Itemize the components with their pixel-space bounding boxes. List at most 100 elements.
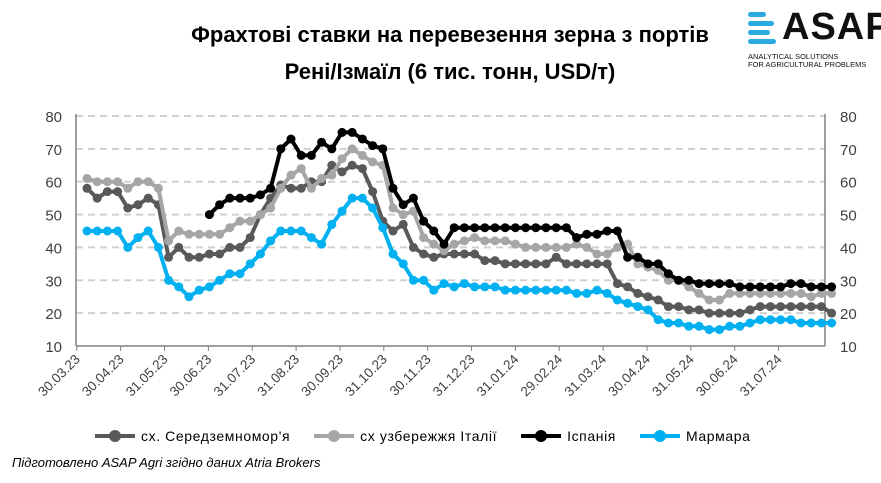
- data-point: [531, 259, 541, 269]
- data-point: [725, 308, 735, 318]
- data-point: [82, 173, 92, 183]
- data-point: [102, 187, 112, 197]
- data-point: [470, 249, 480, 259]
- data-point: [674, 318, 684, 328]
- data-point: [551, 285, 561, 295]
- data-point: [572, 233, 582, 243]
- data-point: [429, 239, 439, 249]
- data-point: [245, 233, 255, 243]
- legend-label: сх. Середземномор'я: [141, 428, 291, 444]
- data-point: [419, 275, 429, 285]
- data-point: [776, 288, 786, 298]
- data-point: [133, 233, 143, 243]
- data-point: [102, 226, 112, 236]
- data-point: [806, 302, 816, 312]
- data-point: [215, 200, 225, 210]
- data-point: [806, 318, 816, 328]
- data-point: [592, 259, 602, 269]
- logo-sub2: FOR AGRICULTURAL PROBLEMS: [748, 60, 867, 69]
- legend-label: Іспанія: [567, 428, 616, 444]
- data-point: [592, 229, 602, 239]
- data-point: [459, 279, 469, 289]
- data-point: [531, 242, 541, 252]
- data-point: [725, 288, 735, 298]
- data-point: [153, 183, 163, 193]
- data-point: [694, 279, 704, 289]
- data-point: [194, 285, 204, 295]
- data-point: [357, 164, 367, 174]
- source-note: Підготовлено ASAP Agri згідно даних Atri…: [12, 455, 321, 470]
- data-point: [255, 249, 265, 259]
- data-point: [123, 183, 133, 193]
- data-point: [204, 282, 214, 292]
- data-point: [745, 288, 755, 298]
- data-point: [602, 249, 612, 259]
- data-point: [439, 279, 449, 289]
- data-point: [714, 295, 724, 305]
- data-point: [623, 252, 633, 262]
- data-point: [714, 325, 724, 335]
- data-point: [286, 226, 296, 236]
- data-point: [398, 200, 408, 210]
- y-tick-label-left: 70: [45, 142, 62, 159]
- data-point: [286, 183, 296, 193]
- y-tick-label-right: 70: [840, 142, 857, 159]
- data-point: [266, 183, 276, 193]
- data-point: [184, 252, 194, 262]
- data-point: [623, 282, 633, 292]
- data-point: [694, 305, 704, 315]
- data-point: [449, 282, 459, 292]
- legend-item: сх. Середземномор'я: [95, 428, 290, 444]
- data-point: [82, 183, 92, 193]
- x-tick-label: 31.12.23: [430, 352, 478, 400]
- chart-title-line1: Фрахтові ставки на перевезення зерна з п…: [191, 22, 709, 47]
- data-point: [755, 302, 765, 312]
- data-point: [225, 242, 235, 252]
- data-point: [429, 252, 439, 262]
- data-point: [174, 282, 184, 292]
- x-tick-label: 31.07.23: [211, 352, 259, 400]
- data-point: [459, 236, 469, 246]
- data-point: [796, 288, 806, 298]
- x-tick-label: 31.05.24: [649, 351, 697, 399]
- data-point: [449, 249, 459, 259]
- data-point: [827, 308, 837, 318]
- data-point: [449, 223, 459, 233]
- data-point: [755, 288, 765, 298]
- data-point: [765, 282, 775, 292]
- data-point: [204, 249, 214, 259]
- data-point: [388, 249, 398, 259]
- data-point: [296, 183, 306, 193]
- data-point: [714, 279, 724, 289]
- data-point: [510, 259, 520, 269]
- data-point: [143, 177, 153, 187]
- data-point: [245, 216, 255, 226]
- data-point: [653, 259, 663, 269]
- data-point: [735, 288, 745, 298]
- data-point: [561, 242, 571, 252]
- data-point: [551, 223, 561, 233]
- y-tick-label-right: 80: [840, 109, 857, 126]
- data-point: [327, 144, 337, 154]
- data-point: [755, 315, 765, 325]
- data-point: [368, 187, 378, 197]
- data-point: [459, 223, 469, 233]
- data-point: [592, 285, 602, 295]
- x-tick-label: 30.03.23: [35, 352, 83, 400]
- series-line-1: [86, 146, 832, 302]
- data-point: [786, 279, 796, 289]
- data-point: [704, 325, 714, 335]
- data-point: [827, 318, 837, 328]
- data-point: [480, 223, 490, 233]
- legend-item: Іспанія: [521, 428, 616, 444]
- data-point: [337, 154, 347, 164]
- data-point: [694, 288, 704, 298]
- data-point: [266, 236, 276, 246]
- chart-title: Фрахтові ставки на перевезення зерна з п…: [100, 16, 800, 90]
- data-point: [521, 242, 531, 252]
- data-point: [204, 210, 214, 220]
- x-tick-label: 30.09.23: [298, 352, 346, 400]
- legend-label: сх узбережжя Італії: [360, 428, 498, 444]
- logo-word: ASAP: [782, 6, 881, 48]
